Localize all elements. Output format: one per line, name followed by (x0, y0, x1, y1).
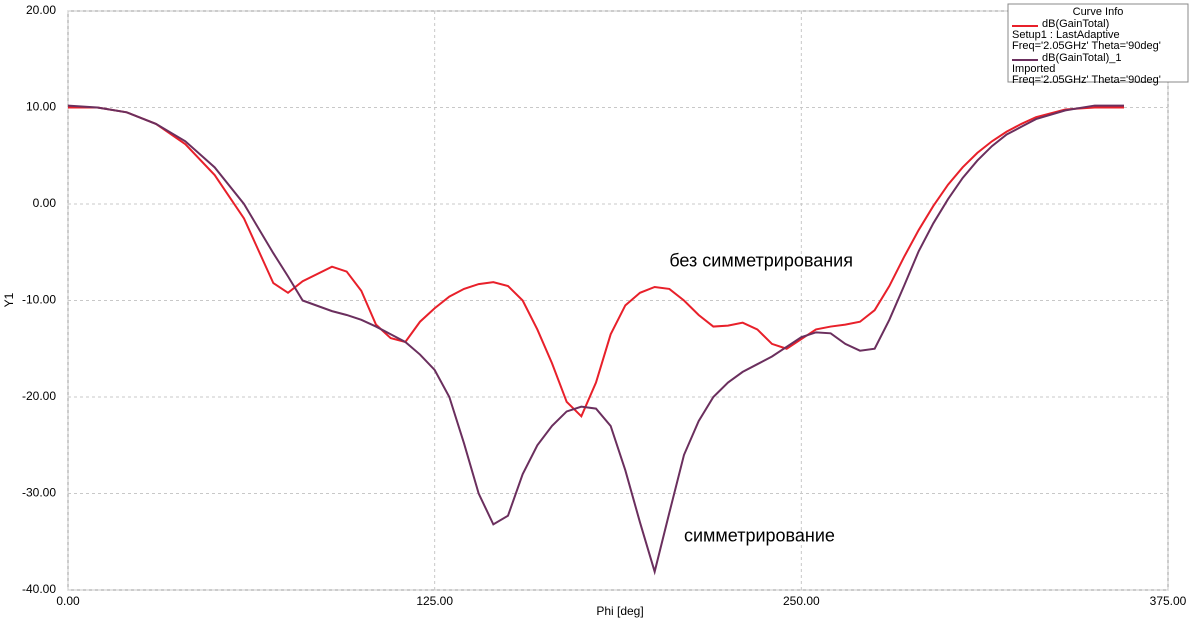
x-tick-label: 0.00 (56, 594, 80, 608)
legend-detail: Freq='2.05GHz' Theta='90deg' (1012, 40, 1161, 52)
legend-entry: dB(GainTotal) (1042, 18, 1109, 30)
legend-box (1007, 3, 1189, 83)
y-axis-label: Y1 (2, 292, 16, 307)
y-tick-label: -40.00 (22, 582, 56, 596)
y-tick-label: 0.00 (33, 196, 57, 210)
plot-area (67, 10, 1169, 591)
line-series (67, 104, 1124, 576)
x-tick-label: 250.00 (783, 594, 820, 608)
y-tick-label: -20.00 (22, 389, 56, 403)
legend-detail: Setup1 : LastAdaptive (1012, 29, 1120, 41)
y-tick-label: -30.00 (22, 486, 56, 500)
annotation: симметрирование (684, 526, 835, 546)
annotation: без симметрирования (669, 251, 853, 271)
x-tick-label: 125.00 (416, 594, 453, 608)
x-axis-label: Phi [deg] (596, 604, 643, 618)
y-tick-label: 10.00 (26, 100, 56, 114)
y-tick-label: 20.00 (26, 3, 56, 17)
legend-detail: Imported (1012, 63, 1055, 75)
legend-title: Curve Info (1073, 6, 1124, 18)
x-tick-label: 375.00 (1150, 594, 1187, 608)
legend-detail: Freq='2.05GHz' Theta='90deg' (1012, 74, 1161, 86)
y-tick-label: -10.00 (22, 293, 56, 307)
legend-entry: dB(GainTotal)_1 (1042, 52, 1122, 64)
line-series (68, 106, 1124, 419)
